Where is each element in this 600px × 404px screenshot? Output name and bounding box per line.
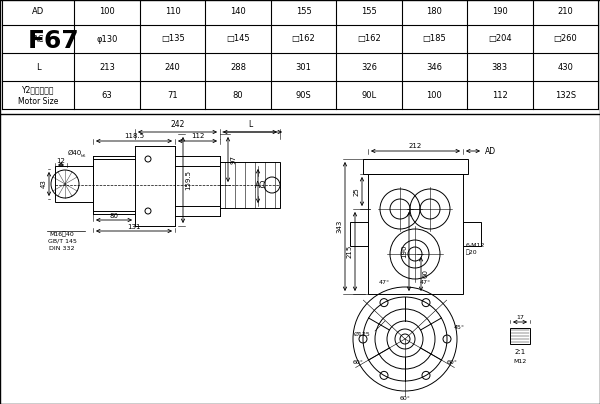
Text: □162: □162: [292, 34, 316, 44]
Text: 6-M12
淸20: 6-M12 淸20: [466, 242, 485, 255]
Text: 17: 17: [516, 315, 524, 320]
Text: $_{h6}$: $_{h6}$: [80, 153, 86, 160]
Text: 60°: 60°: [446, 360, 457, 365]
Text: 240: 240: [165, 63, 181, 72]
Text: □204: □204: [488, 34, 512, 44]
Text: 2:1: 2:1: [514, 349, 526, 355]
Text: L: L: [36, 63, 41, 72]
Text: 112: 112: [191, 133, 204, 139]
Text: 215: 215: [347, 245, 353, 258]
Bar: [368, 174, 463, 294]
Text: 60: 60: [423, 269, 429, 278]
Text: 47°: 47°: [379, 280, 390, 285]
Text: 155: 155: [361, 6, 377, 15]
Text: 45°: 45°: [454, 325, 465, 330]
Text: 63: 63: [102, 90, 113, 99]
Text: 90L: 90L: [361, 90, 377, 99]
Text: 12: 12: [56, 158, 65, 164]
Text: 140: 140: [230, 6, 246, 15]
Text: 110: 110: [165, 6, 181, 15]
Bar: [463, 222, 481, 246]
Text: □260: □260: [553, 34, 577, 44]
Text: 80: 80: [233, 90, 244, 99]
Text: M12: M12: [514, 359, 527, 364]
Text: Ø125: Ø125: [353, 332, 370, 337]
Text: 155: 155: [296, 6, 311, 15]
Text: L: L: [248, 120, 252, 129]
Text: □145: □145: [226, 34, 250, 44]
Text: 326: 326: [361, 63, 377, 72]
Bar: [55, 166, 93, 202]
Text: Y2电机机座号: Y2电机机座号: [22, 86, 55, 95]
Text: 132S: 132S: [555, 90, 576, 99]
Text: 242: 242: [170, 120, 185, 129]
Text: □135: □135: [161, 34, 185, 44]
Bar: [220, 162, 280, 208]
Text: 100: 100: [427, 90, 442, 99]
Text: 90S: 90S: [296, 90, 311, 99]
Text: Motor Size: Motor Size: [18, 97, 58, 107]
Text: 159.5: 159.5: [185, 170, 191, 190]
Text: 97: 97: [230, 155, 236, 164]
Text: 383: 383: [492, 63, 508, 72]
Text: 343: 343: [336, 220, 342, 233]
Text: 100: 100: [100, 6, 115, 15]
Text: M16淸40
GB/T 145
DIN 332: M16淸40 GB/T 145 DIN 332: [47, 231, 76, 250]
Text: F67: F67: [28, 29, 80, 53]
Text: □185: □185: [422, 34, 446, 44]
Text: 80: 80: [110, 213, 119, 219]
Text: AD: AD: [485, 147, 496, 156]
Text: 118.5: 118.5: [124, 133, 144, 139]
Text: 60°: 60°: [353, 360, 364, 365]
Text: 43: 43: [41, 179, 47, 188]
Text: 288: 288: [230, 63, 246, 72]
Bar: [363, 159, 468, 174]
Text: 430: 430: [557, 63, 573, 72]
Text: 180: 180: [427, 6, 442, 15]
Text: AC: AC: [255, 181, 265, 191]
Text: φ130: φ130: [97, 34, 118, 44]
Text: 210: 210: [557, 6, 573, 15]
Text: 25: 25: [354, 187, 360, 196]
Text: 131: 131: [127, 224, 141, 230]
Text: 112: 112: [492, 90, 508, 99]
Text: □162: □162: [357, 34, 381, 44]
Text: AC: AC: [32, 34, 44, 44]
Text: AD: AD: [32, 6, 44, 15]
Text: 71: 71: [167, 90, 178, 99]
Text: 47°: 47°: [420, 280, 431, 285]
Text: 213: 213: [99, 63, 115, 72]
Text: 190: 190: [401, 245, 407, 258]
Text: 301: 301: [296, 63, 311, 72]
Bar: [350, 222, 368, 246]
Text: 346: 346: [427, 63, 442, 72]
Text: 212: 212: [409, 143, 422, 149]
Bar: [510, 328, 530, 344]
Text: 190: 190: [492, 6, 508, 15]
Text: 60°: 60°: [400, 396, 410, 401]
Text: Ø40: Ø40: [68, 150, 82, 156]
